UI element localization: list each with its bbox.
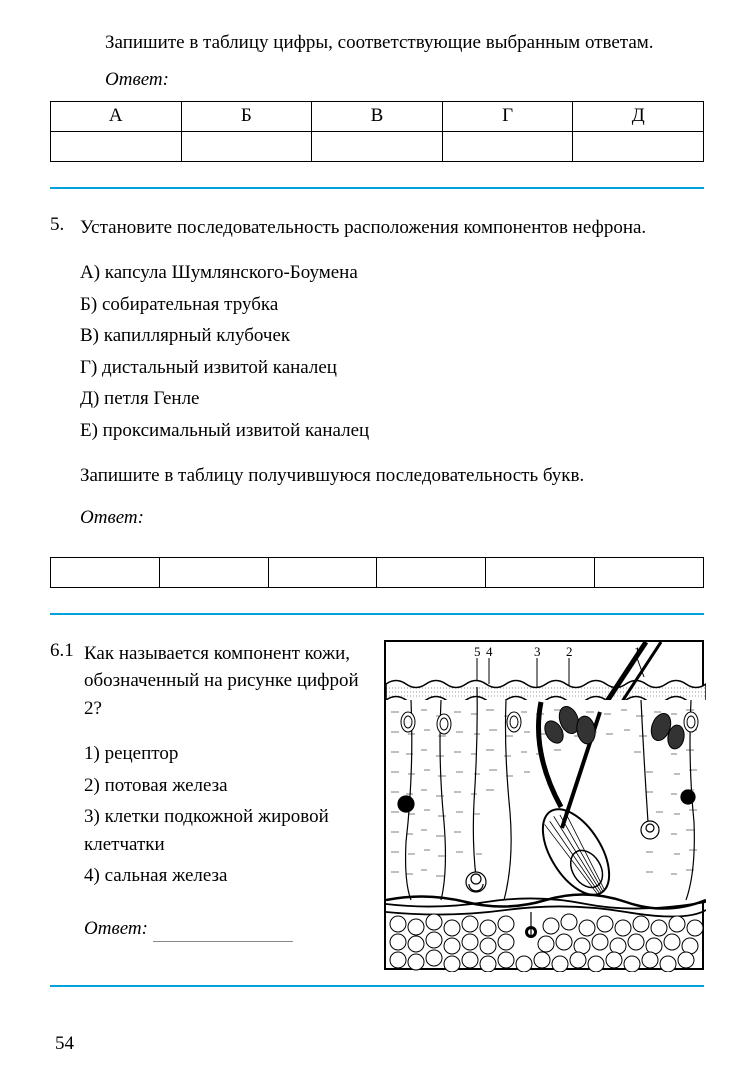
svg-text:2: 2 xyxy=(566,644,573,659)
table-header: Б xyxy=(181,101,312,131)
svg-text:3: 3 xyxy=(534,644,541,659)
page-number: 54 xyxy=(55,1033,74,1055)
answer-table-q5 xyxy=(50,557,704,588)
svg-text:5: 5 xyxy=(474,644,481,659)
table-header: Г xyxy=(442,101,573,131)
question-instruction: Запишите в таблицу получившуюся последов… xyxy=(80,462,704,490)
section-divider xyxy=(50,613,704,615)
table-cell[interactable] xyxy=(268,557,377,587)
option: Е) проксимальный извитой каналец xyxy=(80,417,704,445)
question-5: 5. Установите последовательность располо… xyxy=(50,214,704,542)
table-cell[interactable] xyxy=(595,557,704,587)
option: 4) сальная железа xyxy=(84,862,369,890)
svg-text:4: 4 xyxy=(486,644,493,659)
option: 1) рецептор xyxy=(84,740,369,768)
question-number: 5. xyxy=(50,214,80,542)
option: А) капсула Шумлянского-Боумена xyxy=(80,259,704,287)
answer-line[interactable] xyxy=(153,941,293,942)
table-cell[interactable] xyxy=(486,557,595,587)
table-header: А xyxy=(51,101,182,131)
table-cell[interactable] xyxy=(312,131,443,161)
options-list: 1) рецептор 2) потовая железа 3) клетки … xyxy=(84,740,369,890)
table-cell[interactable] xyxy=(51,557,160,587)
question-text: Установите последовательность расположен… xyxy=(80,214,704,242)
option: 2) потовая железа xyxy=(84,772,369,800)
option: В) капиллярный клубочек xyxy=(80,322,704,350)
option: Г) дистальный извитой каналец xyxy=(80,354,704,382)
table-cell[interactable] xyxy=(377,557,486,587)
question-6-1: 6.1 Как называется компонент кожи, обозн… xyxy=(50,640,704,970)
intro-answer-label: Ответ: xyxy=(105,69,704,91)
option: Д) петля Генле xyxy=(80,385,704,413)
options-list: А) капсула Шумлянского-Боумена Б) собира… xyxy=(80,259,704,444)
skin-diagram-svg: 5 4 3 2 1 xyxy=(386,642,706,972)
question-text: Как называется компонент кожи, обозначен… xyxy=(84,640,369,723)
table-cell[interactable] xyxy=(159,557,268,587)
table-header: Д xyxy=(573,101,704,131)
table-cell[interactable] xyxy=(181,131,312,161)
answer-field: Ответ: xyxy=(84,915,369,943)
option: 3) клетки подкожной жировой клетчатки xyxy=(84,803,369,858)
intro-instruction: Запишите в таблицу цифры, соответствующи… xyxy=(105,30,704,57)
section-divider xyxy=(50,187,704,189)
table-cell[interactable] xyxy=(51,131,182,161)
answer-table-intro: А Б В Г Д xyxy=(50,101,704,162)
question-number: 6.1 xyxy=(50,640,84,970)
answer-label: Ответ: xyxy=(80,504,704,532)
table-cell[interactable] xyxy=(442,131,573,161)
option: Б) собирательная трубка xyxy=(80,291,704,319)
table-cell[interactable] xyxy=(573,131,704,161)
section-divider xyxy=(50,985,704,987)
table-header: В xyxy=(312,101,443,131)
skin-diagram: 5 4 3 2 1 xyxy=(384,640,704,970)
